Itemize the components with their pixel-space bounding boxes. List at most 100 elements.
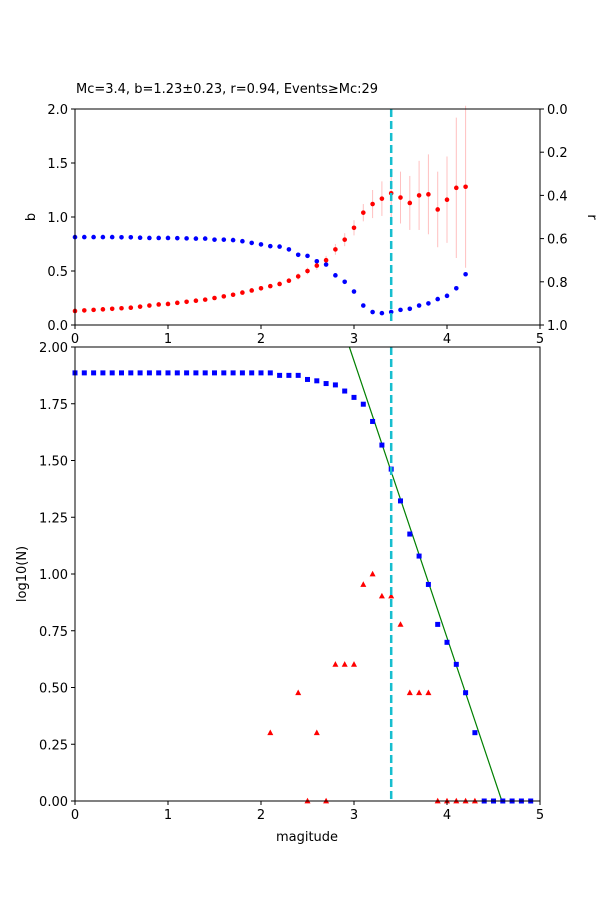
- b-value-point: [435, 207, 441, 212]
- right-y-tick-label: 1.0: [547, 319, 568, 334]
- x-tick-label: 1: [164, 808, 172, 823]
- r-value-point: [221, 237, 227, 242]
- b-value-point: [91, 307, 96, 313]
- r-value-point: [119, 235, 124, 240]
- non-cumulative-point: [332, 661, 339, 667]
- cumulative-point: [435, 621, 441, 627]
- non-cumulative-point: [369, 570, 376, 577]
- cumulative-point: [109, 370, 115, 376]
- x-tick-label: 4: [443, 808, 451, 823]
- b-value-point: [342, 237, 348, 242]
- top-right-y-axis-label: r: [584, 214, 599, 220]
- r-value-point: [128, 235, 134, 240]
- b-value-point: [184, 299, 189, 305]
- cumulative-point: [81, 370, 87, 376]
- x-tick-label: 0: [71, 808, 79, 823]
- y-tick-label: 1.00: [39, 568, 68, 583]
- b-value-point: [454, 185, 459, 191]
- top-plot-axes: 0 1 2 3 4 5 0.0 0.5 1.0 1.5 2.0 0.0 0.2 0.4 0.6 0.8 1.0: [47, 103, 567, 347]
- b-value-point: [323, 257, 329, 263]
- y-tick-label: 1.0: [47, 211, 68, 226]
- r-value-point: [193, 236, 199, 241]
- bottom-x-axis-label: magitude: [276, 830, 338, 845]
- cumulative-point: [119, 370, 124, 376]
- cumulative-point: [314, 378, 320, 384]
- cumulative-point: [323, 381, 329, 387]
- b-value-point: [314, 263, 320, 268]
- x-tick-label: 2: [257, 332, 265, 347]
- b-value-point: [398, 195, 403, 200]
- top-y-axis-label: b: [24, 213, 39, 221]
- r-value-point: [416, 303, 422, 308]
- r-value-point: [268, 243, 273, 249]
- b-value-point: [305, 268, 310, 274]
- r-value-point: [156, 235, 161, 241]
- cumulative-point: [286, 372, 292, 378]
- b-value-point: [221, 294, 227, 299]
- top-plot-frame: [74, 108, 541, 326]
- y-tick-label: 0.0: [47, 319, 68, 334]
- r-value-point: [444, 293, 450, 299]
- cumulative-point: [230, 370, 236, 376]
- cumulative-point: [221, 370, 227, 376]
- b-value-point: [333, 247, 338, 252]
- r-value-point: [175, 235, 180, 241]
- bottom-magnitude-plot: 0 1 2 3 4 5 0.00 0.25 0.50 0.75 1.00 1.25 1.50 1.75 2.…: [15, 341, 544, 845]
- y-tick-label: 1.50: [39, 455, 68, 470]
- bottom-y-axis-label: log10(N): [15, 546, 30, 602]
- top-b-r-plot: 0 1 2 3 4 50.00.51.01.52.0 0.00.20.40.60.81.0 …: [24, 103, 599, 347]
- r-value-point: [240, 238, 245, 244]
- r-value-point: [314, 258, 320, 264]
- y-tick-label: 1.25: [39, 511, 68, 526]
- b-value-point: [258, 285, 264, 291]
- r-value-point: [398, 307, 403, 313]
- r-value-point: [286, 247, 292, 252]
- cumulative-point: [146, 370, 152, 376]
- y-tick-label: 0.00: [39, 795, 68, 810]
- r-value-point: [109, 234, 115, 240]
- cumulative-point: [453, 661, 459, 667]
- b-value-point: [212, 295, 217, 301]
- x-tick-label: 3: [350, 808, 358, 823]
- b-value-point: [193, 298, 199, 304]
- b-value-point: [268, 283, 273, 289]
- b-value-point: [100, 307, 106, 312]
- b-value-point: [286, 278, 292, 284]
- non-cumulative-point: [341, 661, 348, 667]
- r-value-point: [258, 242, 264, 247]
- cumulative-point: [267, 370, 273, 376]
- b-value-point: [277, 281, 282, 287]
- r-value-point: [370, 309, 375, 315]
- r-value-point: [407, 306, 413, 312]
- non-cumulative-point: [295, 689, 302, 696]
- non-cumulative-point: [351, 661, 357, 667]
- right-y-tick-label: 0.6: [547, 233, 568, 248]
- r-value-point: [249, 240, 254, 246]
- cumulative-point: [425, 581, 431, 587]
- cumulative-point: [174, 370, 180, 376]
- r-value-point: [463, 271, 468, 277]
- cumulative-point: [193, 370, 199, 376]
- x-tick-label: 2: [257, 808, 265, 823]
- r-value-point: [277, 244, 282, 249]
- cumulative-point: [202, 370, 208, 376]
- b-value-point: [463, 184, 468, 190]
- b-value-point: [175, 300, 180, 306]
- b-value-point: [109, 306, 115, 312]
- r-value-point: [305, 253, 310, 259]
- cumulative-point: [239, 370, 245, 376]
- cumulative-point: [156, 370, 162, 376]
- r-value-point: [351, 289, 357, 294]
- y-tick-label: 0.5: [47, 265, 68, 280]
- cumulative-point: [407, 531, 413, 537]
- b-value-point: [240, 290, 245, 295]
- x-tick-label: 1: [164, 332, 172, 347]
- b-value-point: [370, 201, 375, 207]
- b-value-point: [351, 225, 357, 231]
- cumulative-point: [137, 370, 143, 376]
- bottom-plot-axes: 0 1 2 3 4 5 0.00 0.25 0.50 0.75 1.00 1.25 1.50 1.75 2.…: [39, 341, 544, 823]
- b-value-point: [407, 200, 413, 206]
- r-value-point: [435, 296, 441, 302]
- x-tick-label: 0: [71, 332, 79, 347]
- non-cumulative-point: [313, 729, 320, 736]
